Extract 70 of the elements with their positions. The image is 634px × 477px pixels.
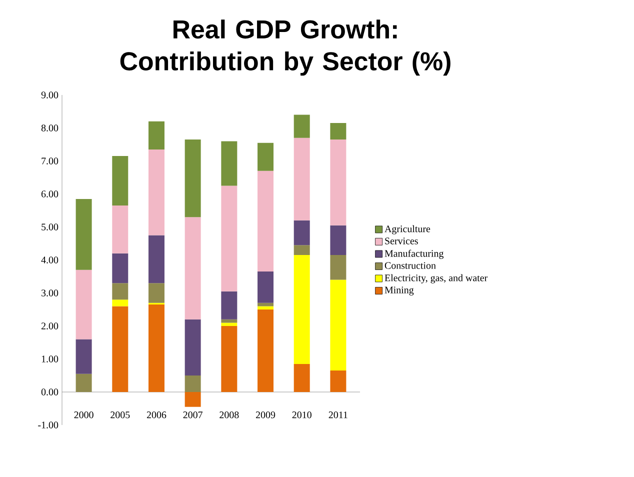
bar: [330, 140, 346, 226]
bar: [330, 255, 346, 280]
bar: [112, 300, 128, 306]
bar: [112, 306, 128, 392]
bar: [221, 186, 238, 292]
bar: [294, 114, 310, 138]
y-tick-label: 7.00: [42, 158, 58, 164]
bar: [76, 198, 92, 270]
bar: [184, 392, 201, 407]
x-tick-label: 2006: [146, 412, 166, 418]
bar: [330, 370, 346, 392]
legend-label: Electricity, gas, and water: [384, 274, 488, 284]
bar: [258, 272, 274, 303]
bar: [184, 140, 201, 218]
bar: [184, 217, 201, 320]
y-tick-label: 8.00: [41, 124, 58, 132]
x-tick-label: 2000: [74, 412, 94, 418]
bar: [294, 245, 310, 256]
bar: [294, 220, 310, 246]
bar: [330, 123, 346, 140]
x-tick-label: 2008: [220, 412, 239, 418]
bar: [221, 319, 238, 323]
chart-title: Real GDP Growth: Contribution by Sector (%): [120, 20, 450, 76]
bar: [258, 309, 274, 392]
legend-label: Manufacturing: [384, 250, 444, 259]
x-tick-label: 2010: [292, 412, 312, 418]
bar: [221, 322, 238, 326]
bar: [112, 283, 128, 300]
bar: [112, 253, 128, 284]
bar: [258, 306, 274, 310]
y-tick-label: 2.00: [41, 322, 58, 330]
x-tick-label: 2011: [328, 412, 348, 418]
bar: [76, 374, 92, 392]
bar: [148, 304, 164, 392]
bar: [258, 302, 274, 306]
legend-label: Mining: [384, 286, 414, 296]
bar: [258, 170, 274, 272]
y-tick-label: -1.00: [38, 422, 58, 428]
y-tick-label: 3.00: [42, 290, 58, 296]
bar: [258, 142, 274, 171]
y-tick-label: 0.00: [41, 388, 58, 396]
bar: [221, 141, 238, 186]
bar: [221, 326, 238, 392]
bar: [294, 364, 310, 392]
bar: [221, 291, 238, 320]
legend-label: Agriculture: [384, 225, 430, 234]
x-tick-label: 2009: [256, 412, 276, 418]
bar: [112, 206, 128, 254]
bar: [330, 280, 346, 371]
bar: [294, 255, 310, 364]
bar: [148, 121, 164, 150]
bar: [148, 283, 164, 303]
y-tick-label: 1.00: [42, 356, 58, 362]
legend-label: Services: [385, 238, 418, 244]
x-tick-label: 2007: [183, 412, 203, 418]
bar: [76, 339, 92, 374]
bar: [112, 156, 128, 206]
bar: [294, 138, 310, 220]
bar: [184, 319, 201, 376]
bar: [330, 225, 346, 256]
y-tick-label: 9.00: [41, 92, 58, 98]
legend-label: Construction: [384, 262, 436, 269]
bar: [148, 149, 164, 236]
x-tick-label: 2005: [110, 412, 130, 418]
bar: [148, 235, 164, 284]
y-tick-label: 4.00: [41, 256, 58, 264]
y-tick-label: 5.00: [42, 224, 58, 230]
bar: [184, 376, 201, 392]
bar: [76, 270, 92, 340]
y-tick-label: 6.00: [41, 190, 58, 198]
